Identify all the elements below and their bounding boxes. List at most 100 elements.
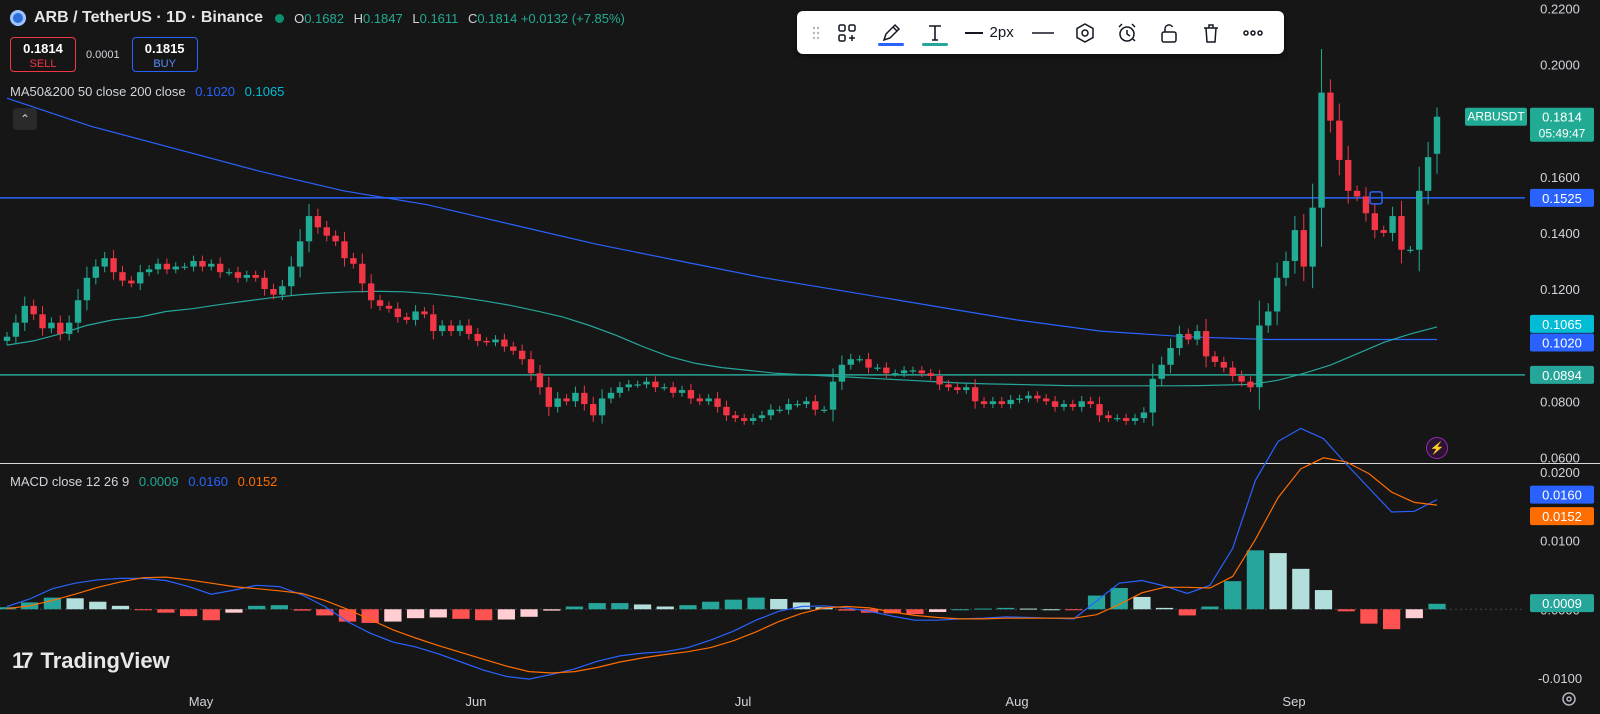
sell-button[interactable]: 0.1814 SELL — [10, 37, 76, 72]
candle[interactable] — [1353, 185, 1361, 202]
candle[interactable] — [128, 276, 135, 288]
gear-icon[interactable] — [1560, 690, 1578, 708]
candle[interactable] — [705, 394, 712, 406]
candle[interactable] — [741, 413, 748, 425]
candle[interactable] — [1247, 376, 1254, 393]
candle[interactable] — [483, 337, 490, 346]
candle[interactable] — [714, 392, 721, 413]
candle[interactable] — [900, 366, 908, 378]
candle[interactable] — [12, 314, 20, 345]
candle[interactable] — [1185, 328, 1192, 345]
candle[interactable] — [661, 383, 668, 391]
candle[interactable] — [3, 331, 11, 346]
candle[interactable] — [1380, 225, 1387, 237]
candle[interactable] — [776, 405, 783, 414]
candle[interactable] — [1016, 394, 1023, 404]
lock-button[interactable] — [1148, 11, 1190, 54]
candle[interactable] — [225, 268, 233, 276]
candle[interactable] — [1096, 396, 1103, 422]
candle[interactable] — [1051, 395, 1059, 412]
candle[interactable] — [607, 387, 615, 404]
candle[interactable] — [732, 410, 739, 423]
candle[interactable] — [927, 368, 934, 380]
object-settings-button[interactable] — [1064, 11, 1106, 54]
candle[interactable] — [518, 344, 526, 365]
candle[interactable] — [1309, 183, 1316, 289]
candle[interactable] — [474, 328, 481, 347]
candle[interactable] — [1078, 395, 1085, 412]
line-color-button[interactable] — [869, 11, 913, 54]
candle[interactable] — [92, 259, 100, 285]
line-style-button[interactable] — [1021, 11, 1065, 54]
candle[interactable] — [367, 274, 375, 309]
candle[interactable] — [1211, 351, 1219, 367]
candle[interactable] — [909, 366, 917, 374]
candle[interactable] — [1193, 324, 1201, 346]
candle[interactable] — [74, 289, 82, 333]
candle[interactable] — [554, 392, 561, 413]
candle[interactable] — [963, 382, 970, 394]
candle[interactable] — [1105, 410, 1112, 423]
candle[interactable] — [1122, 413, 1130, 425]
candle[interactable] — [1176, 325, 1183, 356]
candle[interactable] — [829, 368, 837, 422]
candle[interactable] — [208, 259, 215, 271]
line-anchor-handle[interactable] — [1369, 191, 1383, 205]
candle[interactable] — [270, 283, 277, 300]
candle[interactable] — [430, 305, 437, 340]
delete-button[interactable] — [1190, 11, 1232, 54]
candle[interactable] — [572, 386, 579, 407]
candle[interactable] — [1007, 395, 1014, 409]
macd-indicator-legend[interactable]: MACD close 12 26 9 0.0009 0.0160 0.0152 — [10, 474, 277, 489]
candle[interactable] — [1433, 107, 1441, 174]
candle[interactable] — [803, 396, 810, 408]
candle[interactable] — [1167, 338, 1174, 374]
candle[interactable] — [261, 270, 268, 296]
candle[interactable] — [563, 394, 570, 406]
candle[interactable] — [376, 294, 384, 311]
candle[interactable] — [1336, 103, 1343, 176]
candle[interactable] — [838, 355, 846, 390]
text-color-button[interactable] — [913, 11, 957, 54]
candle[interactable] — [874, 363, 881, 371]
candle[interactable] — [314, 208, 322, 234]
candle[interactable] — [1424, 141, 1432, 205]
candle[interactable] — [394, 302, 402, 323]
candle[interactable] — [385, 301, 393, 313]
candle[interactable] — [998, 396, 1005, 408]
candle[interactable] — [181, 262, 188, 270]
candle[interactable] — [1371, 204, 1379, 239]
candle[interactable] — [154, 258, 162, 275]
candle[interactable] — [883, 362, 890, 379]
templates-button[interactable] — [825, 11, 869, 54]
candle[interactable] — [1042, 394, 1050, 406]
candle[interactable] — [252, 270, 259, 282]
candle[interactable] — [65, 315, 73, 341]
candle[interactable] — [1238, 370, 1245, 387]
candle[interactable] — [545, 376, 552, 417]
candle[interactable] — [687, 383, 695, 405]
candle[interactable] — [945, 380, 952, 392]
candle[interactable] — [767, 404, 775, 421]
candle[interactable] — [412, 305, 419, 326]
candle[interactable] — [1140, 407, 1148, 423]
candle[interactable] — [1407, 245, 1414, 254]
line-width-button[interactable]: 2px — [957, 11, 1021, 54]
candle[interactable] — [669, 381, 677, 398]
candle[interactable] — [305, 203, 313, 253]
candle[interactable] — [1327, 79, 1334, 133]
candle[interactable] — [616, 381, 624, 398]
candle[interactable] — [190, 255, 197, 272]
candle[interactable] — [1034, 391, 1041, 403]
candle[interactable] — [501, 333, 508, 352]
candle[interactable] — [625, 380, 632, 392]
drag-handle[interactable] — [807, 11, 825, 54]
candle[interactable] — [30, 299, 37, 320]
candle[interactable] — [332, 230, 339, 247]
candle[interactable] — [119, 265, 126, 287]
candle[interactable] — [1389, 206, 1396, 242]
candle[interactable] — [172, 262, 179, 274]
candle[interactable] — [1220, 356, 1228, 373]
candle[interactable] — [403, 312, 410, 324]
